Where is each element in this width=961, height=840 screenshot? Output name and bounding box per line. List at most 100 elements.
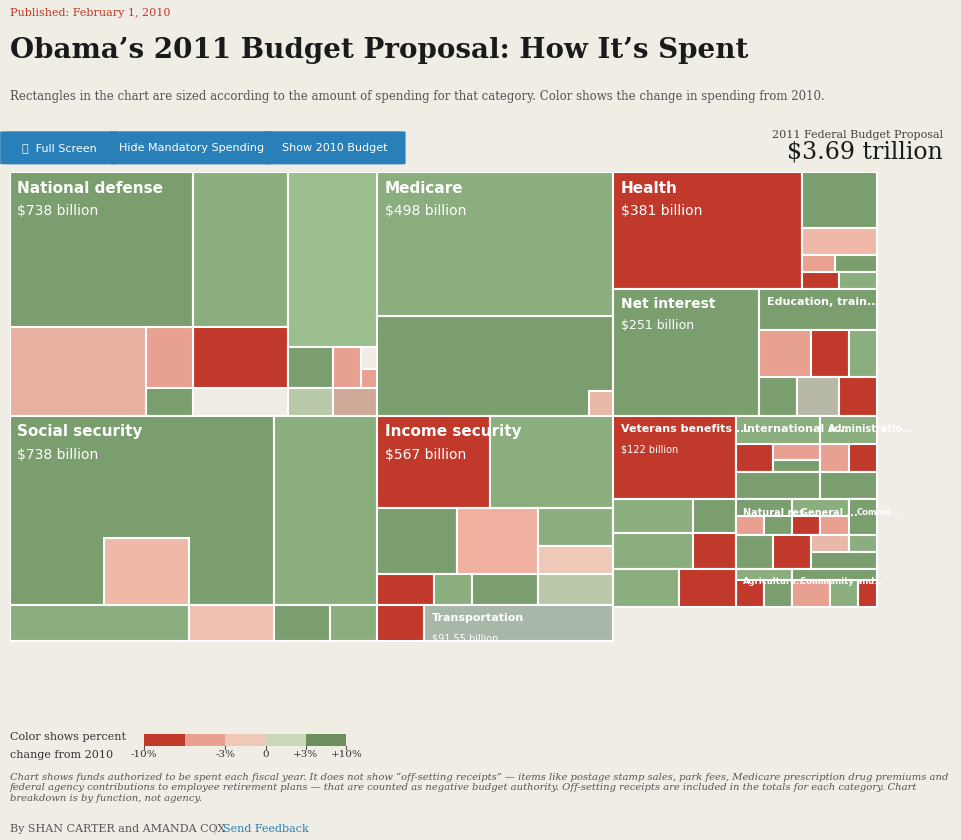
- Bar: [791, 516, 820, 535]
- Bar: [791, 569, 876, 607]
- Bar: [612, 416, 735, 499]
- Text: $567 billion: $567 billion: [384, 448, 465, 462]
- Bar: [612, 289, 758, 416]
- Bar: [758, 330, 810, 377]
- Text: Color shows percent: Color shows percent: [10, 732, 126, 742]
- Bar: [193, 172, 287, 328]
- Bar: [848, 535, 876, 552]
- Bar: [188, 605, 273, 641]
- Text: -10%: -10%: [131, 749, 158, 759]
- Bar: [193, 328, 287, 388]
- Bar: [377, 172, 612, 317]
- Bar: [735, 535, 773, 569]
- Text: $91.55 billion: $91.55 billion: [431, 633, 498, 643]
- Text: Community and...: Community and...: [799, 577, 883, 586]
- Text: $251 billion: $251 billion: [620, 319, 693, 332]
- Bar: [10, 416, 273, 605]
- Bar: [377, 317, 612, 416]
- Bar: [330, 605, 377, 641]
- Bar: [185, 733, 225, 747]
- Bar: [377, 507, 456, 575]
- Bar: [848, 499, 876, 535]
- Text: Hide Mandatory Spending: Hide Mandatory Spending: [118, 143, 263, 153]
- Bar: [287, 347, 333, 388]
- Text: Published: February 1, 2010: Published: February 1, 2010: [10, 8, 170, 18]
- Bar: [857, 580, 876, 607]
- Bar: [791, 499, 848, 535]
- Bar: [287, 388, 333, 416]
- FancyBboxPatch shape: [264, 131, 406, 165]
- Bar: [801, 272, 838, 289]
- Bar: [773, 535, 810, 569]
- Bar: [810, 330, 848, 377]
- Text: International a...: International a...: [742, 424, 848, 434]
- Bar: [287, 172, 377, 347]
- Bar: [104, 538, 188, 605]
- Bar: [810, 535, 848, 552]
- Bar: [537, 507, 612, 546]
- Bar: [692, 499, 735, 533]
- Bar: [735, 580, 763, 607]
- Bar: [801, 172, 876, 228]
- Text: National defense: National defense: [17, 181, 163, 196]
- Bar: [735, 416, 820, 471]
- Bar: [735, 471, 820, 499]
- Bar: [10, 328, 146, 416]
- Text: Show 2010 Budget: Show 2010 Budget: [282, 143, 387, 153]
- Text: Agriculture...: Agriculture...: [742, 577, 806, 586]
- Bar: [810, 552, 876, 569]
- Bar: [773, 444, 820, 460]
- FancyBboxPatch shape: [109, 131, 273, 165]
- Text: Income security: Income security: [384, 424, 521, 439]
- Text: $3.69 trillion: $3.69 trillion: [786, 141, 942, 164]
- Bar: [801, 255, 834, 272]
- Bar: [820, 444, 848, 471]
- Text: $122 billion: $122 billion: [620, 444, 678, 454]
- Bar: [796, 377, 838, 416]
- Text: +10%: +10%: [330, 749, 362, 759]
- Text: Natural res...: Natural res...: [742, 507, 815, 517]
- Bar: [833, 255, 876, 272]
- Text: Send Feedback: Send Feedback: [222, 823, 308, 833]
- Bar: [735, 444, 773, 471]
- Bar: [820, 416, 876, 471]
- Text: change from 2010: change from 2010: [10, 750, 112, 760]
- Bar: [838, 272, 876, 289]
- Bar: [377, 574, 433, 605]
- Bar: [377, 605, 424, 641]
- Text: $381 billion: $381 billion: [620, 203, 702, 218]
- Bar: [735, 499, 791, 535]
- Text: Social security: Social security: [17, 424, 142, 439]
- Bar: [612, 569, 678, 607]
- Bar: [273, 416, 377, 605]
- Bar: [361, 369, 377, 388]
- Text: By SHAN CARTER and AMANDA COX: By SHAN CARTER and AMANDA COX: [10, 823, 225, 833]
- FancyBboxPatch shape: [0, 131, 118, 165]
- Bar: [848, 444, 876, 471]
- Text: $738 billion: $738 billion: [17, 448, 98, 462]
- Bar: [773, 460, 820, 471]
- Text: Veterans benefits ...: Veterans benefits ...: [620, 424, 748, 434]
- Bar: [692, 533, 735, 569]
- Bar: [490, 416, 612, 507]
- Bar: [612, 533, 692, 569]
- Bar: [848, 330, 876, 377]
- Text: Education, train...: Education, train...: [766, 297, 878, 307]
- Bar: [820, 516, 848, 535]
- Bar: [537, 574, 612, 605]
- Text: Net interest: Net interest: [620, 297, 714, 311]
- Text: Chart shows funds authorized to be spent each fiscal year. It does not show “off: Chart shows funds authorized to be spent…: [10, 773, 947, 802]
- Bar: [763, 516, 791, 535]
- Text: 2011 Federal Budget Proposal: 2011 Federal Budget Proposal: [771, 129, 942, 139]
- Bar: [144, 733, 185, 747]
- Bar: [612, 172, 801, 289]
- Bar: [333, 347, 361, 388]
- Bar: [612, 499, 692, 533]
- Bar: [433, 574, 471, 605]
- Text: +3%: +3%: [293, 749, 318, 759]
- Bar: [225, 733, 265, 747]
- Bar: [471, 574, 537, 605]
- Bar: [273, 605, 330, 641]
- Text: $498 billion: $498 billion: [384, 203, 466, 218]
- Bar: [10, 605, 188, 641]
